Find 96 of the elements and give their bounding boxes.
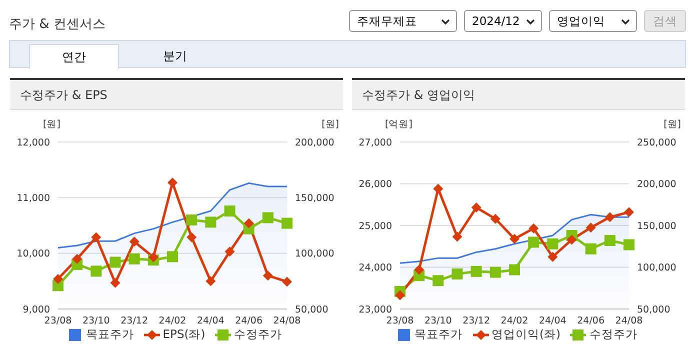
point <box>490 266 501 278</box>
x-tick-label: 23/08 <box>386 316 414 327</box>
point <box>168 178 178 188</box>
point <box>186 232 197 242</box>
point <box>205 216 216 228</box>
point <box>53 274 63 284</box>
x-tick-label: 24/08 <box>615 316 643 327</box>
point <box>470 266 482 277</box>
legend-label: 수정주가 <box>588 327 638 342</box>
text: 2024/12 <box>464 10 542 32</box>
point <box>129 236 140 247</box>
point <box>91 232 102 242</box>
x-tick-label: 24/02 <box>158 316 186 327</box>
text: 주가 & 컨센서스 <box>9 16 106 33</box>
text: 주재무제표 <box>349 10 457 32</box>
x-tick-label: 24/02 <box>500 316 528 327</box>
y2-tick-label: 150,000 <box>295 193 334 204</box>
y-tick-label: 11,000 <box>16 193 50 204</box>
y2-tick-label: 200,000 <box>295 137 334 148</box>
point <box>282 276 292 287</box>
x-tick-label: 24/04 <box>196 316 224 327</box>
point <box>224 206 236 217</box>
y2-axis-title: [원] <box>664 118 681 131</box>
text: 연간 <box>29 44 119 69</box>
legend-label: 영업이익(좌) <box>490 327 560 342</box>
y2-tick-label: 100,000 <box>637 262 676 274</box>
point <box>586 222 596 233</box>
point <box>624 239 634 250</box>
x-tick-label: 23/12 <box>120 316 148 327</box>
y2-tick-label: 150,000 <box>637 220 676 232</box>
legend-label: EPS(좌) <box>162 327 206 342</box>
chart-title: 수정주가 & EPS <box>10 78 343 110</box>
y2-axis-title: [원] <box>322 118 339 131</box>
point <box>414 264 424 275</box>
y2-tick-label: 50,000 <box>295 304 328 316</box>
y2-tick-label: 50,000 <box>637 304 670 316</box>
y-tick-label: 24,000 <box>358 262 392 274</box>
x-tick-label: 23/08 <box>44 316 72 327</box>
y-tick-label: 26,000 <box>358 179 392 190</box>
point <box>167 251 178 262</box>
x-tick-label: 23/10 <box>82 316 110 327</box>
point <box>282 218 292 229</box>
point <box>566 234 577 245</box>
point <box>244 218 254 228</box>
point <box>110 256 121 268</box>
y-tick-label: 23,000 <box>358 304 392 316</box>
y-tick-label: 27,000 <box>358 137 392 148</box>
y2-tick-label: 200,000 <box>637 179 676 190</box>
point <box>452 268 463 280</box>
point <box>547 238 558 250</box>
y-tick-label: 25,000 <box>358 220 392 232</box>
x-tick-label: 24/06 <box>577 316 605 327</box>
point <box>528 223 539 234</box>
point <box>262 270 273 281</box>
point <box>509 264 520 276</box>
point <box>604 212 615 222</box>
point <box>528 236 540 248</box>
point <box>452 232 462 242</box>
point <box>624 207 634 218</box>
y-tick-label: 9,000 <box>22 304 50 316</box>
point <box>90 266 102 277</box>
y2-tick-label: 100,000 <box>295 248 334 260</box>
point <box>433 184 444 194</box>
text: 영업이익 <box>549 10 637 32</box>
point <box>186 214 198 226</box>
point <box>148 252 158 262</box>
x-tick-label: 24/04 <box>538 316 566 327</box>
legend-label: 수정주가 <box>233 327 282 342</box>
y2-tick-label: 250,000 <box>637 137 676 148</box>
point <box>128 253 140 264</box>
y-axis-title: [억원] <box>385 118 412 131</box>
x-tick-label: 23/10 <box>424 316 452 327</box>
chart-title: 수정주가 & 영업이익 <box>352 78 685 110</box>
y-tick-label: 10,000 <box>16 248 50 260</box>
x-tick-label: 24/08 <box>273 316 301 327</box>
point <box>395 290 405 300</box>
point <box>604 235 616 246</box>
point <box>490 214 500 224</box>
point <box>548 252 558 262</box>
point <box>110 278 120 288</box>
point <box>72 254 82 264</box>
point <box>471 202 482 213</box>
x-tick-label: 24/06 <box>235 316 263 327</box>
point <box>510 234 520 244</box>
x-tick-label: 23/12 <box>462 316 490 327</box>
text: 분기 <box>162 48 188 65</box>
text: 검색 <box>644 10 686 32</box>
y-axis-title: [원] <box>43 118 60 131</box>
point <box>262 212 274 224</box>
point <box>206 276 216 286</box>
point <box>585 243 596 254</box>
point <box>224 246 235 257</box>
y-tick-label: 12,000 <box>16 137 50 148</box>
point <box>432 275 444 286</box>
legend-label: 목표주가 <box>414 327 462 342</box>
legend-label: 목표주가 <box>84 327 134 342</box>
